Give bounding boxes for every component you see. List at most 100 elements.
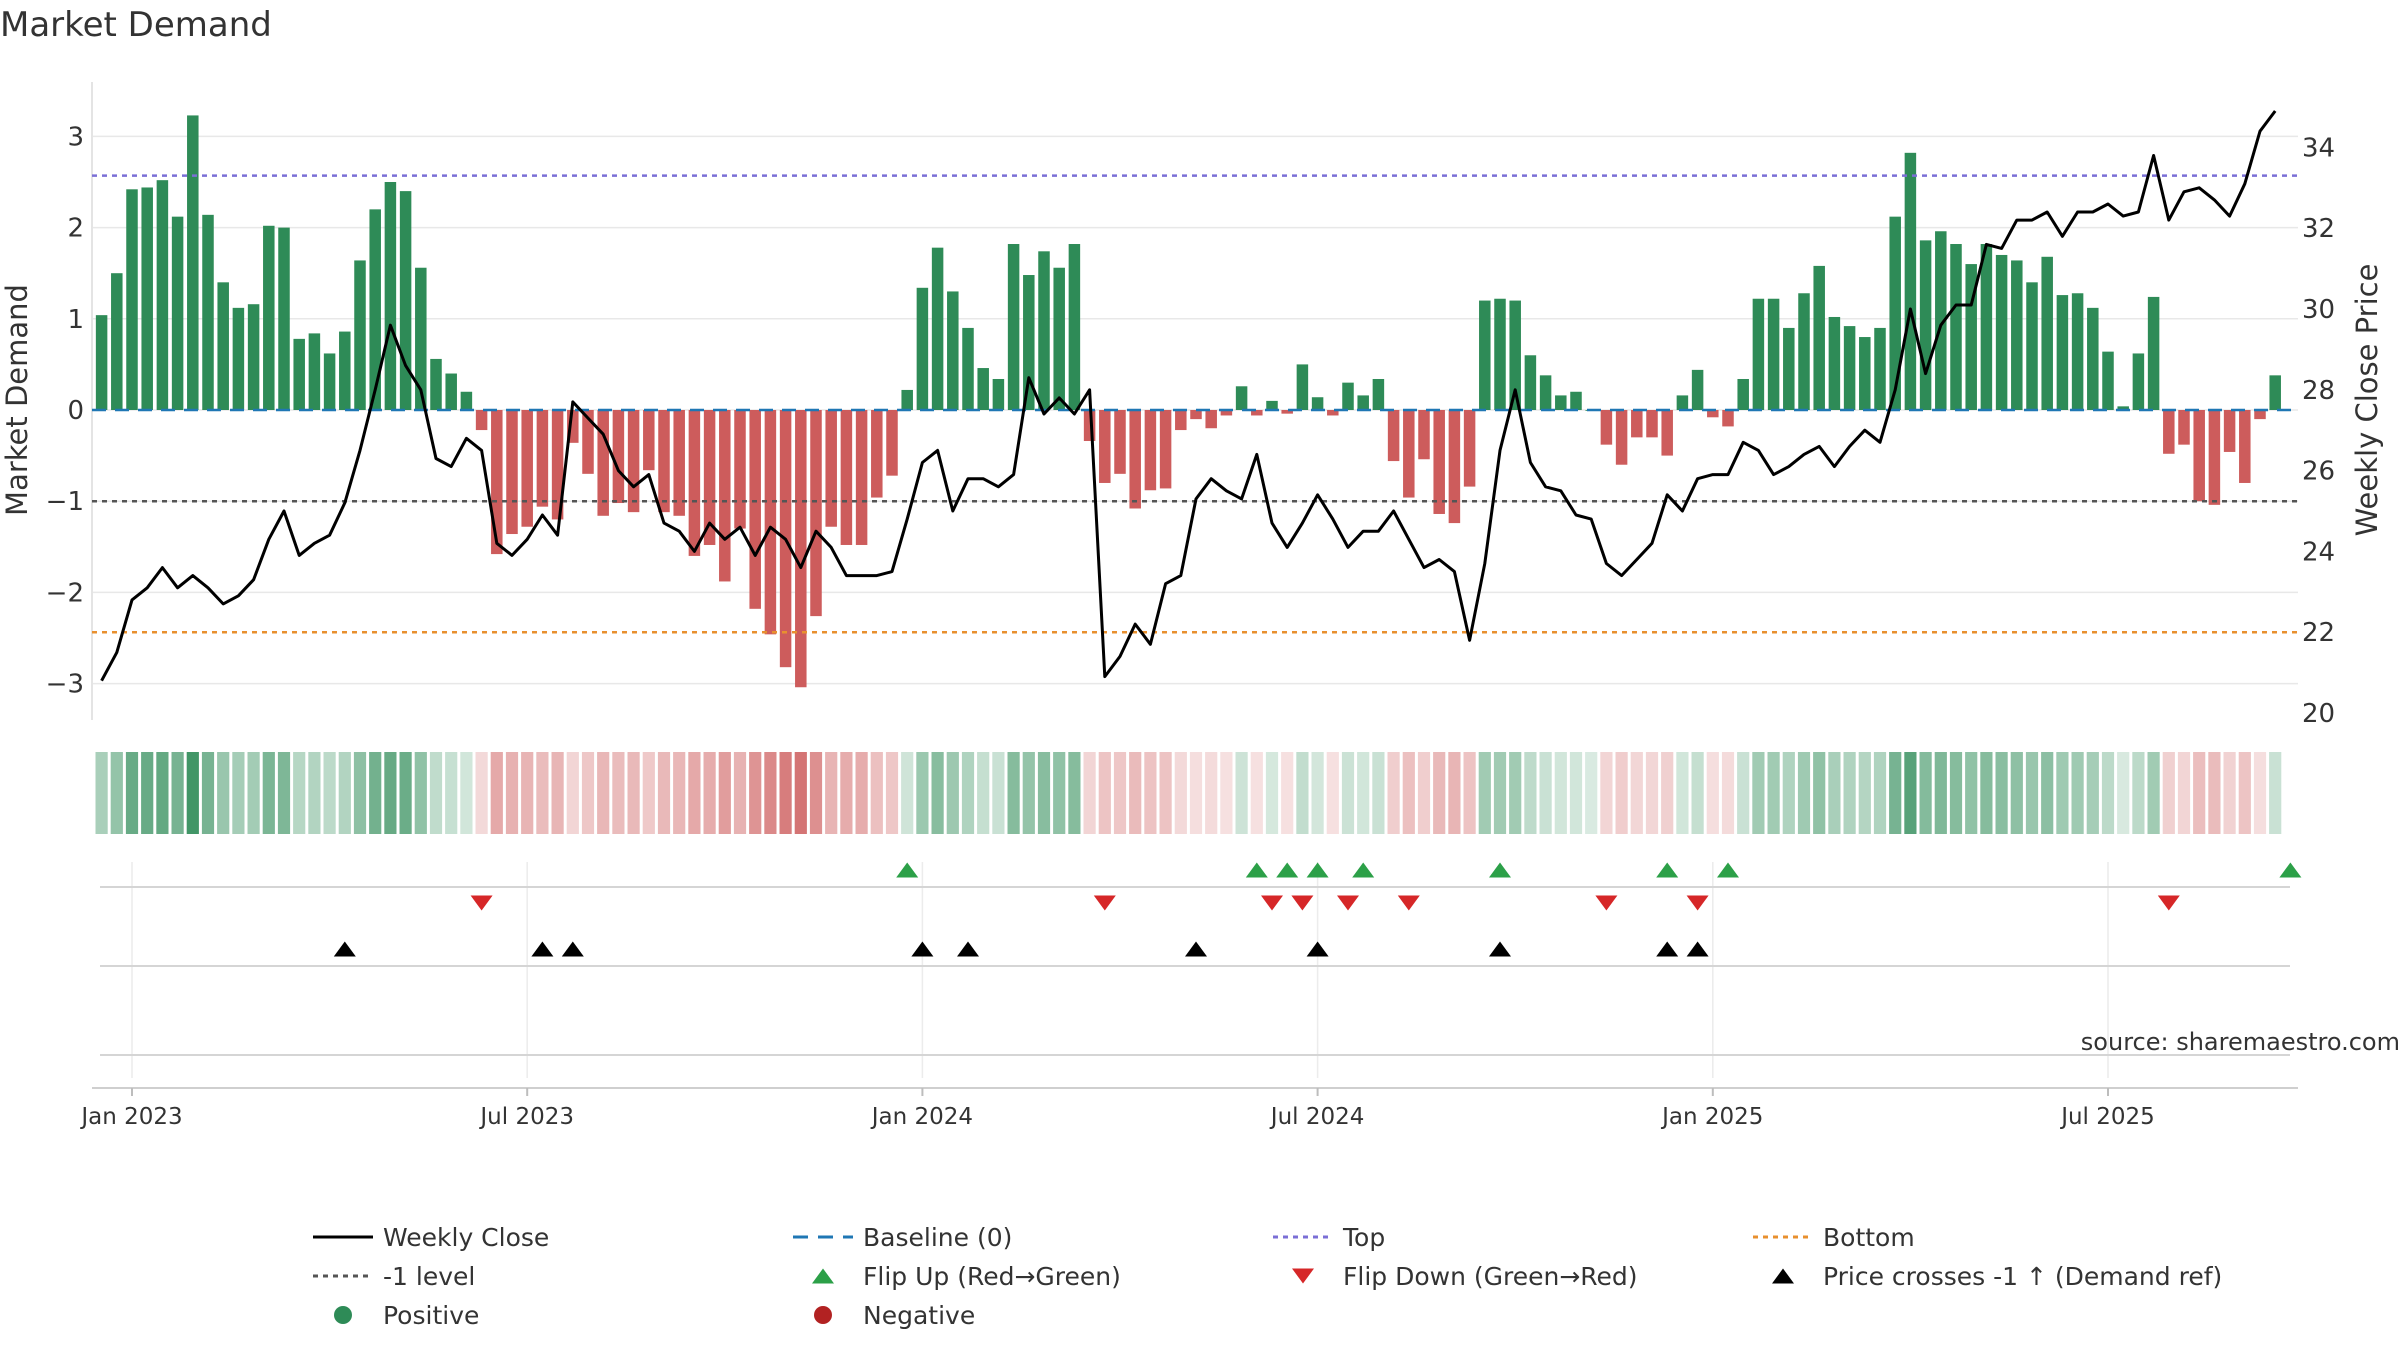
demand-bar	[1342, 382, 1354, 410]
demand-bar	[855, 410, 868, 545]
demand-bar	[1403, 410, 1415, 498]
y-axis-right: 20 22 24 26 28 30 32 34	[2302, 133, 2335, 729]
heat-cell	[2147, 752, 2160, 834]
heat-cell	[2223, 752, 2236, 834]
heat-cell	[1980, 752, 1993, 834]
demand-bar	[415, 267, 427, 410]
demand-bar	[1980, 244, 1993, 410]
heat-cell	[566, 752, 579, 834]
legend-item: Top	[1273, 1223, 1385, 1252]
demand-bar	[187, 115, 199, 410]
heat-cell	[1098, 752, 1111, 834]
heat-cell	[764, 752, 777, 834]
demand-bar	[1372, 378, 1385, 410]
heat-cell	[156, 752, 169, 834]
demand-bar	[1357, 395, 1369, 410]
demand-bar	[1859, 337, 1871, 410]
demand-bar	[840, 410, 853, 545]
x-tick-label: Jul 2023	[478, 1104, 574, 1130]
legend-item: Positive	[334, 1301, 479, 1330]
heat-cell	[1919, 752, 1932, 834]
heat-cell	[1417, 752, 1431, 834]
demand-bar	[1296, 364, 1309, 410]
heat-cell	[1478, 752, 1491, 834]
price-cross-marker	[957, 941, 979, 957]
demand-bar	[1038, 251, 1050, 410]
demand-bar	[1904, 152, 1917, 411]
heat-cell	[399, 752, 412, 834]
heat-cell	[1539, 752, 1552, 834]
heat-cell	[217, 752, 230, 834]
heat-cell	[1691, 752, 1704, 834]
heat-cell	[581, 752, 595, 834]
heat-cell	[946, 752, 959, 834]
demand-bar	[506, 410, 518, 535]
heat-cell	[1813, 752, 1826, 834]
heat-cell	[627, 752, 640, 834]
demand-bar	[2147, 296, 2160, 410]
demand-bar	[597, 410, 609, 516]
heat-cell	[141, 752, 154, 834]
heat-cell	[733, 752, 747, 834]
heat-cell	[1509, 752, 1522, 834]
heat-cell	[612, 752, 625, 834]
demand-bar	[1524, 355, 1537, 410]
demand-bar	[1539, 375, 1552, 410]
demand-bar	[582, 410, 594, 474]
demand-bar	[323, 353, 336, 410]
demand-bar	[795, 410, 807, 688]
demand-bar	[1889, 216, 1901, 410]
demand-bar	[749, 410, 761, 609]
flip-up-marker	[1245, 862, 1268, 878]
heat-cell	[1387, 752, 1400, 834]
price-cross-marker	[1686, 941, 1709, 957]
demand-bar	[977, 368, 989, 410]
heat-cell	[1752, 752, 1765, 834]
y-left-tick-label: 0	[67, 396, 84, 426]
weekly-close-line	[100, 110, 2277, 682]
heat-cell	[1995, 752, 2008, 834]
demand-bar	[2117, 406, 2129, 410]
y-axis-left-label: Market Demand	[0, 284, 34, 516]
demand-bar	[1752, 298, 1765, 410]
heat-cell	[1402, 752, 1415, 834]
legend-item: Bottom	[1753, 1223, 1915, 1252]
heat-cell	[110, 752, 123, 834]
demand-bar	[1661, 410, 1673, 456]
heat-cell	[779, 752, 792, 834]
demand-bar	[2208, 410, 2221, 505]
legend-label: Price crosses -1 ↑ (Demand ref)	[1823, 1262, 2222, 1291]
heat-cell	[247, 752, 260, 834]
legend-circle-swatch	[814, 1306, 832, 1324]
legend-label: Positive	[383, 1301, 479, 1330]
demand-bar	[111, 273, 123, 410]
demand-bar	[536, 410, 549, 507]
demand-bar	[1479, 300, 1491, 410]
demand-bar	[673, 410, 685, 516]
demand-bar	[1676, 395, 1689, 410]
demand-bar	[1205, 410, 1217, 429]
demand-bar	[1448, 410, 1461, 524]
source-note: source: sharemaestro.com	[2081, 1028, 2400, 1056]
demand-bar	[2087, 307, 2099, 410]
demand-bar	[825, 410, 837, 527]
heat-cell	[673, 752, 686, 834]
demand-bar	[1828, 316, 1841, 410]
demand-bar	[369, 209, 381, 410]
demand-bar	[384, 182, 397, 410]
demand-bar	[1463, 410, 1476, 487]
heat-cell	[490, 752, 503, 834]
price-cross-marker	[1306, 941, 1329, 957]
x-tick-label: Jul 2024	[1269, 1104, 1365, 1130]
demand-bar	[2254, 410, 2266, 420]
demand-bar	[1737, 378, 1749, 410]
flip-up-marker	[2279, 862, 2302, 878]
demand-bar	[1691, 369, 1704, 410]
demand-bar	[1874, 327, 1886, 410]
chart-title: Market Demand	[0, 5, 272, 45]
legend-item: Flip Up (Red→Green)	[812, 1262, 1121, 1291]
demand-bar	[95, 315, 108, 410]
heat-cell	[794, 752, 807, 834]
demand-bar	[871, 410, 883, 498]
heat-cell	[1797, 752, 1811, 834]
